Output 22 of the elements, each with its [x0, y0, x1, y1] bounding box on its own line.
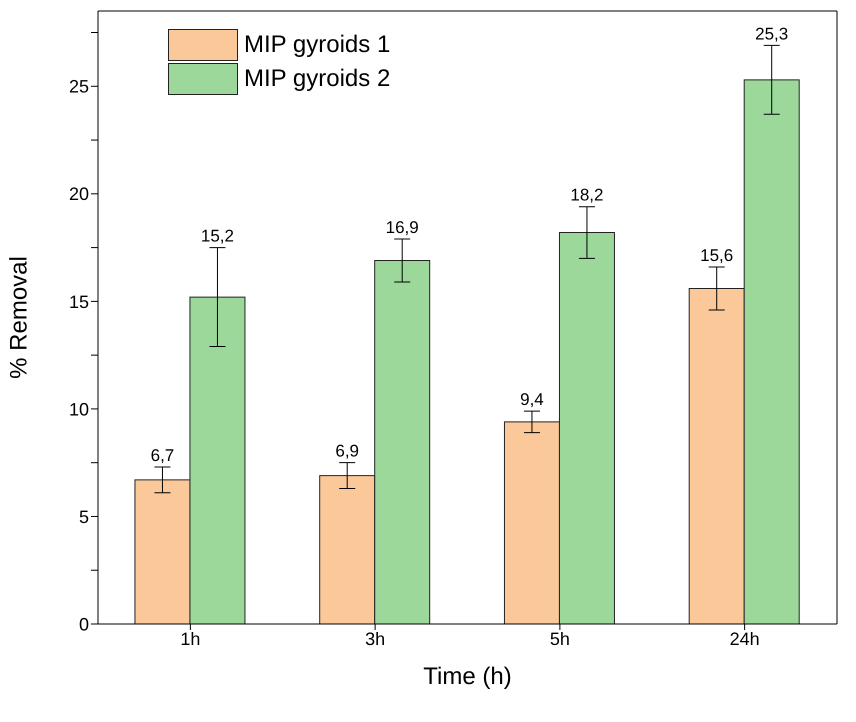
data-label: 25,3 [755, 24, 788, 44]
y-tick-label: 20 [68, 184, 89, 204]
x-tick-label: 3h [365, 628, 386, 649]
data-label: 18,2 [570, 186, 604, 205]
y-tick-label: 10 [68, 399, 89, 420]
y-tick-label: 5 [78, 506, 89, 527]
x-tick-label: 24h [730, 628, 760, 649]
y-axis-title: % Removal [6, 256, 33, 379]
data-label: 6,7 [150, 446, 174, 465]
data-label: 15,2 [200, 226, 234, 246]
x-tick-label: 5h [550, 628, 570, 649]
data-label: 15,6 [700, 246, 734, 265]
x-axis-title: Time (h) [423, 663, 512, 690]
x-tick-label: 1h [180, 628, 200, 649]
legend-label: MIP gyroids 1 [244, 31, 390, 59]
data-label: 16,9 [386, 218, 419, 237]
legend-label: MIP gyroids 2 [244, 65, 390, 93]
y-tick-label: 25 [68, 76, 89, 97]
data-label: 9,4 [520, 390, 544, 410]
y-tick-label: 0 [78, 614, 89, 634]
data-label: 6,9 [335, 442, 360, 461]
y-tick-label: 15 [68, 292, 89, 312]
